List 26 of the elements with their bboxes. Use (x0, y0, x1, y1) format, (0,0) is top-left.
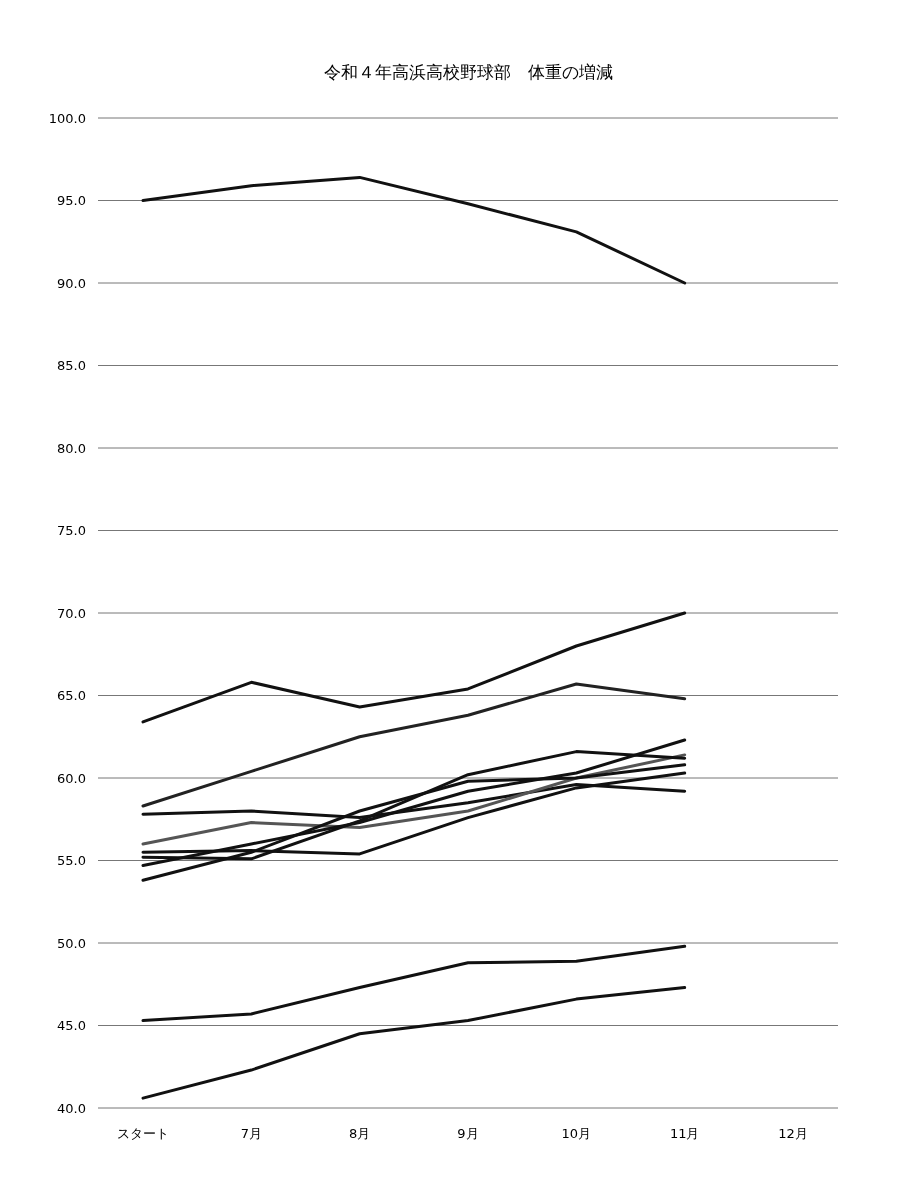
y-tick-label: 95.0 (57, 193, 86, 209)
line-series (141, 682, 687, 808)
line-series (141, 175, 687, 285)
y-tick-label: 90.0 (57, 275, 86, 291)
x-tick-label: 7月 (240, 1126, 262, 1141)
y-tick-label: 50.0 (57, 935, 86, 951)
y-tick-label: 40.0 (57, 1100, 86, 1116)
chart-title: 令和４年高浜高校野球部 体重の増減 (323, 62, 613, 82)
y-tick-label: 65.0 (57, 688, 86, 704)
x-tick-label: 9月 (457, 1126, 479, 1141)
x-tick-label: 10月 (561, 1126, 592, 1141)
y-tick-label: 75.0 (57, 523, 86, 539)
y-tick-label: 85.0 (57, 358, 86, 374)
x-tick-label: 8月 (349, 1126, 371, 1141)
y-tick-label: 60.0 (57, 770, 86, 786)
y-tick-label: 80.0 (57, 440, 86, 456)
x-tick-label: 12月 (778, 1126, 808, 1141)
line-series (141, 611, 687, 724)
line-series (141, 986, 687, 1100)
x-tick-label: スタート (117, 1126, 169, 1141)
y-tick-label: 55.0 (57, 853, 86, 869)
line-series (141, 944, 687, 1023)
y-tick-label: 45.0 (57, 1018, 86, 1034)
y-tick-label: 70.0 (57, 605, 86, 621)
y-tick-label: 100.0 (48, 110, 86, 126)
x-tick-label: 11月 (669, 1126, 700, 1141)
